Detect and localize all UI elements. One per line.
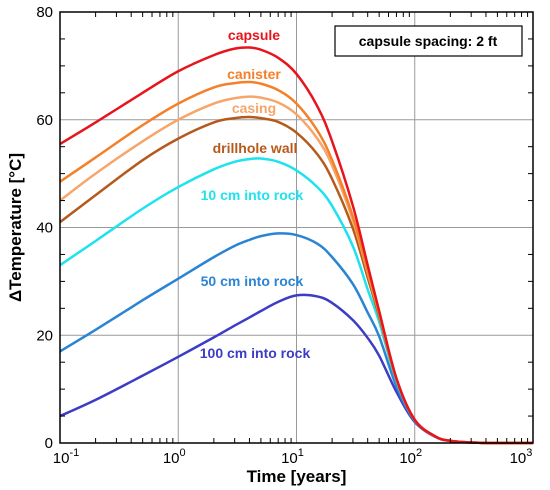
plot-frame [59,11,534,444]
x-tick-label: 100 [163,447,186,467]
series-lines [59,46,534,445]
series-label: 10 cm into rock [201,187,304,203]
x-tick-labels: 10-1 100 101 102 103 [53,12,533,467]
x-tick-label: 10-1 [53,447,79,467]
y-tick-label: 20 [36,327,53,344]
series-label: capsule [228,27,280,43]
y-tick-label: 80 [36,4,53,21]
x-tick-label: 101 [281,447,304,467]
y-tick-label: 0 [45,435,53,452]
grid [59,11,534,444]
series-label: canister [227,66,281,82]
y-tick-labels: 0 20 40 60 80 [36,4,533,452]
series-labels: capsule canister casing drillhole wall 10 cm… [200,27,311,361]
annotation-box: capsule spacing: 2 ft [334,25,523,57]
x-tick-label: 103 [510,447,533,467]
x-axis-title: Time [years] [247,467,347,486]
y-tick-label: 60 [36,112,53,129]
y-axis-title: ΔTemperature [°C] [6,153,25,302]
annotation-text: capsule spacing: 2 ft [359,33,498,49]
y-tick-label: 40 [36,220,53,237]
series-label: drillhole wall [213,140,298,156]
series-line [59,46,534,445]
x-tick-label: 102 [399,447,422,467]
series-label: 100 cm into rock [200,345,311,361]
series-label: 50 cm into rock [201,273,304,289]
series-label: casing [232,100,276,116]
